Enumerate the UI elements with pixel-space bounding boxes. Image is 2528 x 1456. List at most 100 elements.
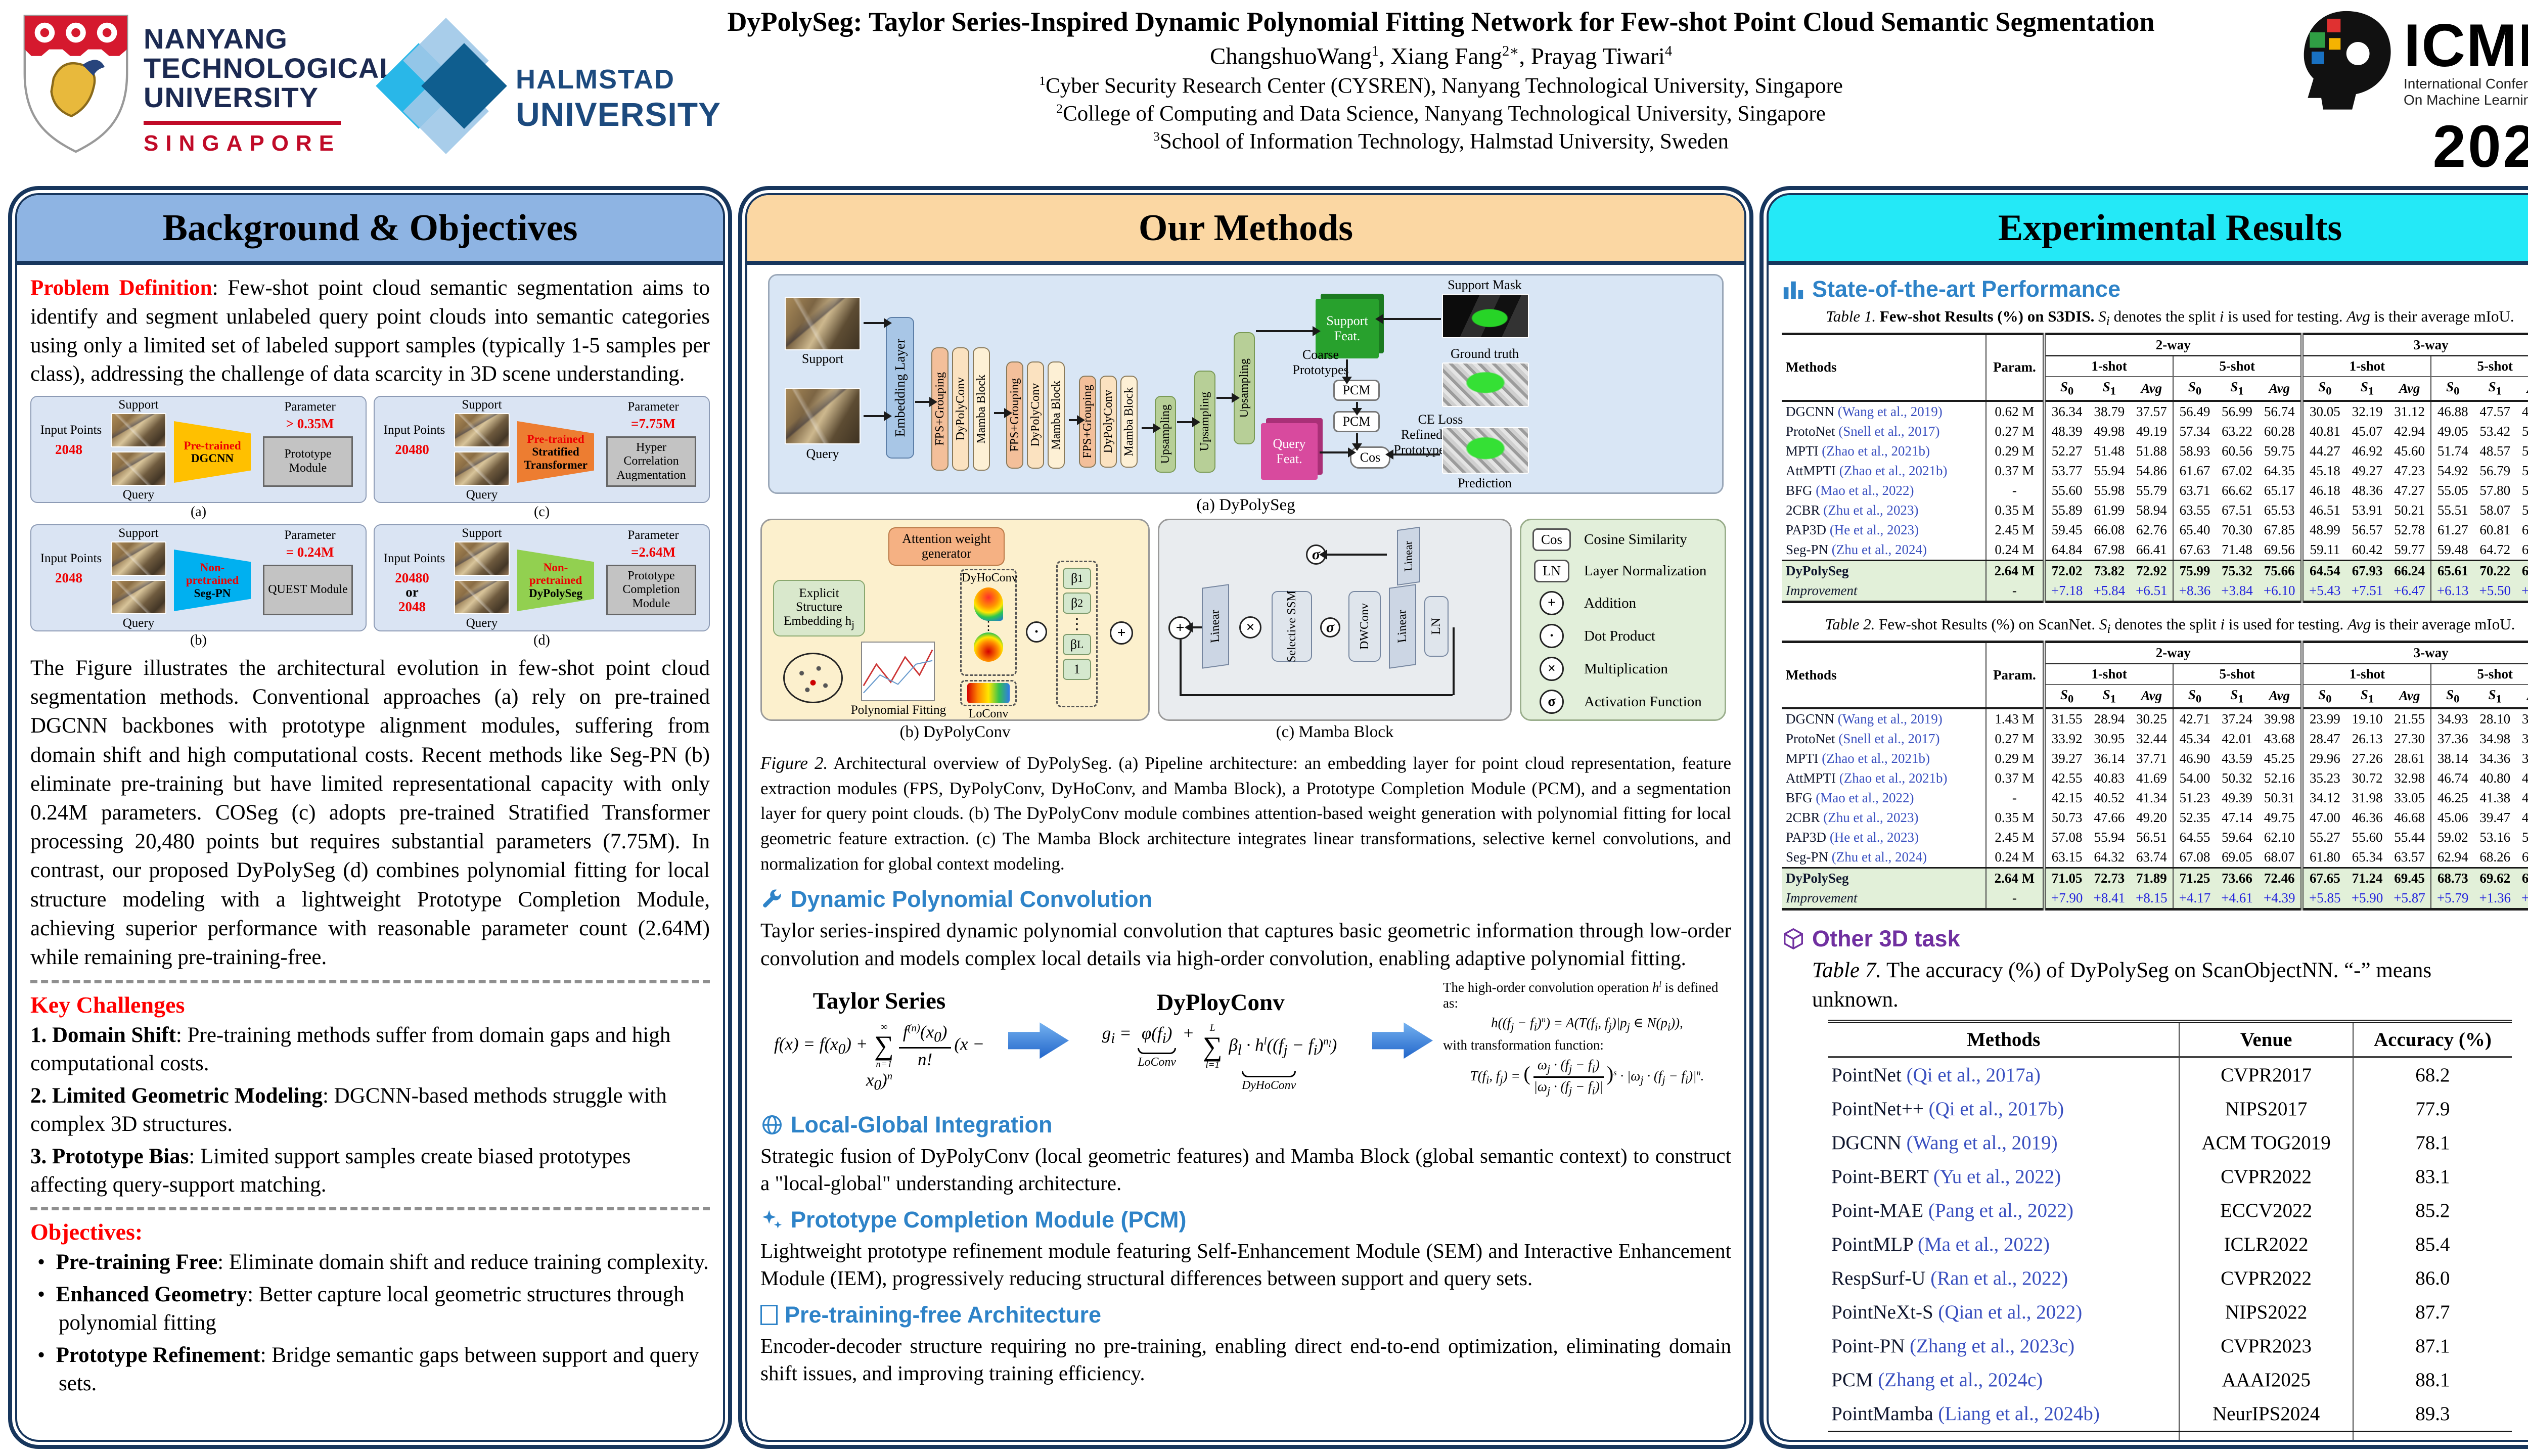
method-citation[interactable]: (Ma et al., 2022) [1913, 1234, 2050, 1256]
halmstad-line2: UNIVERSITY [516, 96, 721, 133]
value-cell: 50.31 [2264, 790, 2295, 806]
legend-row: σ Activation Function [1528, 690, 1718, 714]
method-citation[interactable]: (Wang et al., 2019) [1901, 1132, 2058, 1154]
value-cell: 55.94 [2094, 830, 2125, 845]
accuracy-cell: 89.3 [2353, 1397, 2512, 1432]
value-cell: 46.92 [2352, 443, 2383, 459]
method-citation[interactable]: (Wang et al., 2019) [1834, 711, 1943, 727]
upsampling-bar: Upsampling [1155, 396, 1176, 473]
venue-cell: CVPR2017 [2179, 1057, 2354, 1093]
with-tf-label: with transformation function: [1443, 1037, 1604, 1053]
method-citation[interactable]: (Qi et al., 2017a) [1901, 1064, 2041, 1086]
value-cell: 46.68 [2394, 810, 2425, 826]
method-citation[interactable]: (Snell et al., 2017) [1835, 423, 1940, 439]
method-citation[interactable]: (Zhu et al., 2023) [1820, 502, 1919, 518]
value-cell: 61.04 [2521, 522, 2528, 537]
method-citation[interactable]: (Liang et al., 2024b) [1933, 1403, 2100, 1425]
value-cell: 56.43 [2521, 482, 2528, 498]
method-citation[interactable]: (Qi et al., 2017b) [1923, 1098, 2064, 1120]
value-cell: 45.07 [2352, 423, 2383, 439]
objective-item: • Pre-training Free: Eliminate domain sh… [37, 1250, 709, 1275]
col-split: S1 [2230, 687, 2244, 705]
input-points-value: 2048 [55, 570, 82, 585]
poster-authors: ChangshuoWang1, Xiang Fang2∗, Prayag Tiw… [1209, 43, 1673, 70]
table1-caption: Table 1. Few-shot Results (%) on S3DIS. … [1826, 307, 2514, 329]
col-split: Avg [2399, 380, 2420, 396]
value-cell: 68.73 [2430, 867, 2474, 889]
ntu-logo: NANYANG TECHNOLOGICAL UNIVERSITY SINGAPO… [20, 9, 397, 161]
evolution-paragraph: The Figure illustrates the architectural… [30, 656, 710, 969]
taylor-series-title: Taylor Series [812, 988, 946, 1015]
middle-panel-title: Our Methods [747, 195, 1744, 265]
method-citation[interactable]: (Zhao et al., 2021b) [1836, 770, 1948, 786]
value-cell: 69.62 [2474, 867, 2516, 889]
table-row: PAP3D (He et al., 2023) 2.45 M 59.45 66.08 6… [1782, 520, 2528, 540]
value-cell: 50.32 [2222, 770, 2252, 786]
method-name: PointNet++ [1831, 1098, 1924, 1120]
method-citation[interactable]: (Zhang et al., 2024c) [1873, 1369, 2043, 1391]
method-citation[interactable]: (Zhao et al., 2021b) [1818, 443, 1930, 459]
method-citation[interactable]: (Mao et al., 2022) [1812, 482, 1914, 498]
support-mask-image [1442, 294, 1529, 338]
value-cell: +5.43 [2300, 580, 2346, 602]
value-cell: 64.72 [2479, 541, 2511, 557]
value-cell: 28.61 [2394, 751, 2425, 766]
method-citation[interactable]: (He et al., 2023) [1826, 522, 1919, 537]
col-split: S1 [2360, 687, 2374, 705]
table-row: PCM (Zhang et al., 2024c) AAAI2025 88.1 [1828, 1363, 2512, 1397]
arrow [1216, 393, 1240, 403]
arrow [1342, 359, 1352, 384]
method-name: Improvement [1786, 890, 1858, 906]
support-label: Support [462, 526, 502, 540]
method-citation[interactable]: (Mao et al., 2022) [1812, 790, 1914, 806]
method-citation[interactable]: (He et al., 2023) [1826, 830, 1919, 845]
ntu-name-line2: TECHNOLOGICAL [144, 52, 397, 84]
backbone-name: Stratified Transformer [523, 445, 588, 471]
value-cell: 37.57 [2136, 403, 2167, 419]
value-cell: 41.38 [2479, 790, 2511, 806]
value-cell: 50.16 [2521, 443, 2528, 459]
method-citation[interactable]: (Pang et al., 2022) [1923, 1200, 2073, 1222]
table-row: MPTI (Zhao et al., 2021b) 0.29 M 39.27 36.1… [1782, 749, 2528, 769]
value-cell: 45.60 [2394, 443, 2425, 459]
accuracy-cell: 86.0 [2353, 1261, 2512, 1296]
parameter-label: Parameter [284, 528, 336, 542]
addition-icon: + [1168, 616, 1192, 640]
method-citation[interactable]: (Zhu et al., 2024) [1828, 541, 1927, 557]
value-cell: 43.82 [2521, 790, 2528, 806]
arrow [1069, 415, 1085, 425]
figure-a-caption: (a) DyPolySeg [1196, 496, 1295, 514]
value-cell: 65.34 [2352, 849, 2383, 865]
ground-truth-image [1442, 362, 1529, 407]
param-cell: 2.45 M [1985, 520, 2045, 540]
value-cell: +4.61 [2216, 888, 2259, 909]
support-image [111, 413, 166, 447]
method-citation[interactable]: (Zhao et al., 2021b) [1836, 463, 1948, 478]
legend-label: Layer Normalization [1584, 563, 1707, 579]
value-cell: 71.24 [2346, 867, 2388, 889]
ntu-shield-icon [23, 15, 128, 153]
method-citation[interactable]: (Snell et al., 2017) [1835, 731, 1940, 747]
value-cell: 31.98 [2352, 790, 2383, 806]
method-citation[interactable]: (Zhu et al., 2023) [1820, 810, 1919, 826]
value-cell: 55.05 [2430, 480, 2474, 500]
method-citation[interactable]: (Qian et al., 2022) [1933, 1301, 2083, 1324]
value-cell: 57.08 [2043, 828, 2089, 848]
col-methods: Methods [1828, 1021, 2180, 1059]
accuracy-cell: 85.2 [2353, 1194, 2512, 1228]
method-citation[interactable]: (Yu et al., 2022) [1928, 1166, 2061, 1188]
value-cell: 65.17 [2264, 482, 2295, 498]
value-cell: 38.14 [2430, 749, 2474, 769]
value-cell: 38.79 [2094, 403, 2125, 419]
value-cell: 48.36 [2352, 482, 2383, 498]
figure2-caption: Figure 2. Architectural overview of DyPo… [760, 753, 1731, 874]
method-citation[interactable]: (Zhu et al., 2024) [1828, 849, 1927, 865]
value-cell: 37.24 [2222, 711, 2252, 727]
value-cell: 65.61 [2430, 559, 2474, 581]
method-citation[interactable]: (Zhang et al., 2023c) [1905, 1335, 2075, 1357]
method-citation[interactable]: (Wang et al., 2019) [1834, 403, 1943, 419]
method-citation[interactable]: (Ran et al., 2022) [1925, 1267, 2068, 1290]
value-cell: 47.23 [2521, 403, 2528, 419]
method-citation[interactable]: (Zhao et al., 2021b) [1818, 751, 1930, 766]
